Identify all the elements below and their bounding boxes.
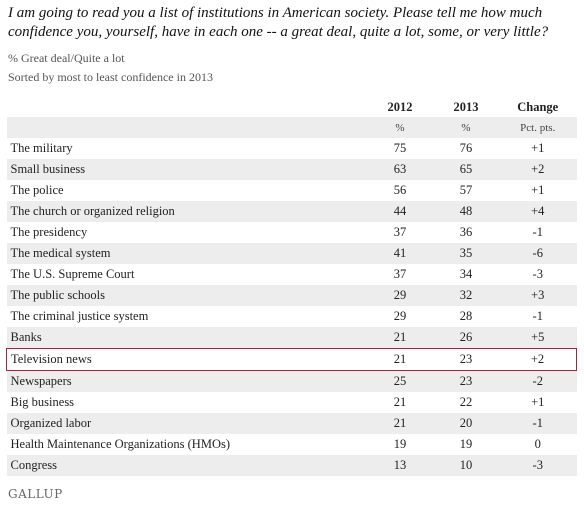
value-change: -3 xyxy=(499,455,577,476)
value-2013: 22 xyxy=(459,395,473,409)
value-2012: 75 xyxy=(393,141,407,155)
value-2013: 32 xyxy=(433,285,499,306)
table-row: The criminal justice system 29 28 -1 xyxy=(7,306,577,327)
table-row: Organized labor 21 20 -1 xyxy=(6,413,577,434)
table-row: The police 56 57 +1 xyxy=(7,180,577,201)
table-row: Banks 21 26 +5 xyxy=(6,327,577,349)
value-2013: 19 xyxy=(459,437,473,451)
institution-name: Health Maintenance Organizations (HMOs) xyxy=(10,437,231,451)
institution-name: The military xyxy=(10,141,73,155)
value-2013: 34 xyxy=(459,267,473,281)
table-row: Small business 63 65 +2 xyxy=(6,159,577,180)
value-change: -1 xyxy=(532,225,543,239)
value-change: -2 xyxy=(499,370,577,392)
chart-title: I am going to read you a list of institu… xyxy=(8,5,549,40)
institution-name: Newspapers xyxy=(6,370,367,392)
header-2012: 2012 xyxy=(387,99,413,114)
table-row: The U.S. Supreme Court 37 34 -3 xyxy=(7,264,577,285)
unit-2013: % xyxy=(433,117,499,138)
table-row: Television news 21 23 +2 xyxy=(6,348,577,371)
value-2013: 36 xyxy=(459,225,473,239)
institution-name: Banks xyxy=(6,327,367,349)
institution-name: The U.S. Supreme Court xyxy=(10,267,135,281)
institution-name: The presidency xyxy=(10,225,88,239)
table-row: Newspapers 25 23 -2 xyxy=(6,370,577,392)
units-row: % % Pct. pts. xyxy=(6,117,577,138)
units-label xyxy=(6,117,367,138)
subtitle-sort: Sorted by most to least confidence in 20… xyxy=(8,70,213,84)
value-2012: 21 xyxy=(367,413,433,434)
value-2013: 35 xyxy=(433,243,499,264)
value-2013: 48 xyxy=(433,201,499,222)
table-row: The medical system 41 35 -6 xyxy=(6,243,577,264)
institution-name: Organized labor xyxy=(6,413,367,434)
value-change: -3 xyxy=(532,267,543,281)
header-institution xyxy=(7,97,368,117)
header-2013: 2013 xyxy=(453,99,479,114)
institution-name: Television news xyxy=(6,348,367,371)
institution-name: Small business xyxy=(6,159,367,180)
value-2013: 20 xyxy=(433,413,499,434)
value-2012: 21 xyxy=(367,348,433,371)
value-2013: 57 xyxy=(459,183,473,197)
value-change: -1 xyxy=(499,413,577,434)
value-2012: 41 xyxy=(367,243,433,264)
confidence-table: 2012 2013 Change % % Pct. pts. The milit… xyxy=(6,97,577,476)
value-change: -1 xyxy=(532,309,543,323)
table-row: Big business 21 22 +1 xyxy=(7,392,577,413)
table-body: % % Pct. pts. The military 75 76 +1 Small bu… xyxy=(6,117,577,476)
value-2012: 29 xyxy=(393,309,407,323)
table-row: The church or organized religion 44 48 +4 xyxy=(6,201,577,222)
value-change: +2 xyxy=(499,348,577,371)
value-2013: 26 xyxy=(433,327,499,349)
institution-name: The medical system xyxy=(6,243,367,264)
value-2012: 21 xyxy=(393,395,407,409)
table-row: The military 75 76 +1 xyxy=(7,138,577,159)
value-change: 0 xyxy=(534,437,541,451)
institution-name: The church or organized religion xyxy=(6,201,367,222)
table-row: Health Maintenance Organizations (HMOs) 1… xyxy=(7,434,577,455)
value-2012: 37 xyxy=(393,267,407,281)
header-row: 2012 2013 Change xyxy=(7,97,577,117)
subtitle-measure: % Great deal/Quite a lot xyxy=(8,51,125,65)
value-2012: 25 xyxy=(367,370,433,392)
value-2013: 10 xyxy=(433,455,499,476)
gallup-logo: GALLUP xyxy=(8,487,63,501)
institution-name: The criminal justice system xyxy=(10,309,149,323)
table-row: Congress 13 10 -3 xyxy=(6,455,577,476)
value-change: -6 xyxy=(499,243,577,264)
value-change: +1 xyxy=(531,141,545,155)
institution-name: The police xyxy=(10,183,64,197)
unit-change: Pct. pts. xyxy=(499,117,577,138)
table-row: The public schools 29 32 +3 xyxy=(6,285,577,306)
value-2012: 19 xyxy=(393,437,407,451)
value-change: +2 xyxy=(499,159,577,180)
value-change: +1 xyxy=(531,183,545,197)
value-2013: 76 xyxy=(459,141,473,155)
institution-name: Big business xyxy=(10,395,75,409)
value-change: +3 xyxy=(499,285,577,306)
value-change: +5 xyxy=(499,327,577,349)
value-2013: 23 xyxy=(433,370,499,392)
value-2012: 13 xyxy=(367,455,433,476)
header-change: Change xyxy=(517,99,559,114)
unit-2012: % xyxy=(367,117,433,138)
value-2013: 23 xyxy=(433,348,499,371)
value-2012: 37 xyxy=(393,225,407,239)
value-2012: 56 xyxy=(393,183,407,197)
value-2012: 63 xyxy=(367,159,433,180)
value-change: +1 xyxy=(531,395,545,409)
value-2012: 29 xyxy=(367,285,433,306)
institution-name: The public schools xyxy=(6,285,367,306)
value-2012: 21 xyxy=(367,327,433,349)
value-2012: 44 xyxy=(367,201,433,222)
value-2013: 28 xyxy=(459,309,473,323)
value-change: +4 xyxy=(499,201,577,222)
institution-name: Congress xyxy=(6,455,367,476)
table-row: The presidency 37 36 -1 xyxy=(7,222,577,243)
value-2013: 65 xyxy=(433,159,499,180)
